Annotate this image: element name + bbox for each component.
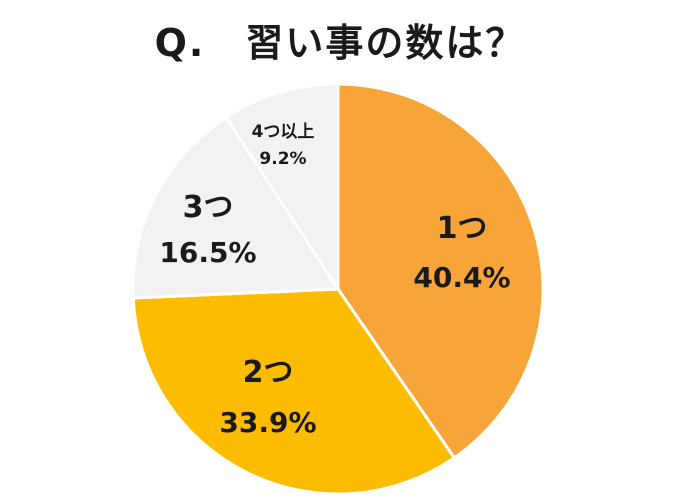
- slice-percent-label: 16.5%: [159, 236, 256, 269]
- slice-category-label: 2つ: [243, 355, 294, 390]
- slice-category-label: 1つ: [437, 211, 488, 246]
- slice-percent-label: 40.4%: [413, 261, 510, 294]
- pie-slice-4: [224, 82, 340, 291]
- slice-percent-label: 9.2%: [259, 149, 306, 169]
- chart-title: Q. 習い事の数は？: [154, 21, 526, 65]
- pie-slice-3: [131, 115, 340, 300]
- slice-percent-label: 33.9%: [219, 406, 316, 439]
- pie-slice-2: [131, 287, 456, 496]
- slice-category-label: 3つ: [183, 190, 234, 225]
- pie-slice-1: [336, 82, 545, 460]
- slice-category-label: 4つ以上: [252, 122, 315, 142]
